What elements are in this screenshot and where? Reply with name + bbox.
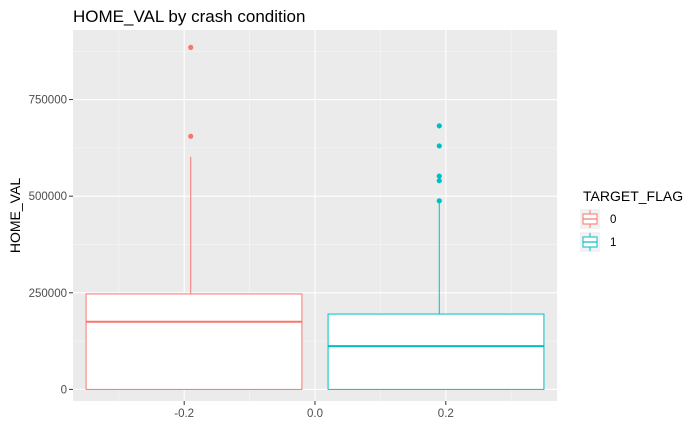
x-tick-label: -0.2 [174, 408, 194, 420]
box-series [85, 44, 545, 390]
y-tick-label: 0 [61, 384, 67, 396]
outlier-point [188, 133, 194, 139]
outlier-point [436, 178, 442, 184]
y-axis-label: HOME_VAL [7, 178, 23, 253]
x-tick-label: 0.2 [438, 408, 454, 420]
outlier-point [436, 173, 442, 179]
box-series-0 [85, 44, 303, 390]
legend-label: 1 [610, 237, 616, 249]
chart-title: HOME_VAL by crash condition [73, 7, 305, 26]
y-axis-ticks: 0 250000 500000 750000 [29, 95, 73, 396]
y-tick-label: 250000 [29, 288, 67, 300]
outlier-point [436, 143, 442, 149]
box-series-1 [327, 123, 545, 390]
outlier-point [436, 198, 442, 204]
y-tick-label: 750000 [29, 95, 67, 107]
y-tick-label: 500000 [29, 191, 67, 203]
outlier-point [436, 123, 442, 129]
x-axis-ticks: -0.2 0.0 0.2 [174, 401, 454, 420]
box [327, 313, 545, 390]
legend-title: TARGET_FLAG [583, 188, 683, 204]
legend-key-1 [580, 232, 600, 252]
legend: TARGET_FLAG 0 1 [580, 188, 683, 252]
x-tick-label: 0.0 [307, 408, 323, 420]
legend-label: 0 [610, 214, 616, 226]
outlier-point [188, 44, 194, 50]
box [85, 293, 303, 390]
legend-key-0 [580, 209, 600, 229]
